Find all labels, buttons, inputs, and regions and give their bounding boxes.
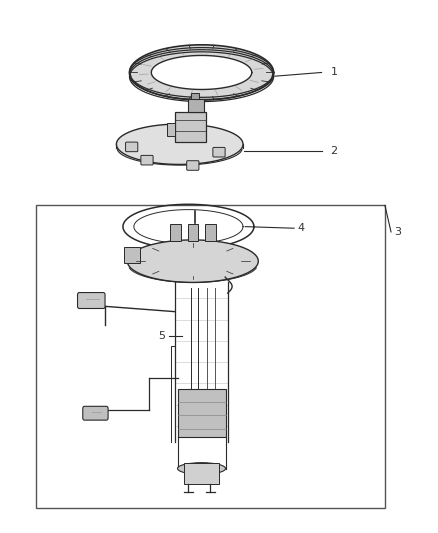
- Bar: [205, 224, 215, 241]
- FancyBboxPatch shape: [78, 293, 105, 309]
- Bar: [35, 205, 385, 508]
- FancyBboxPatch shape: [141, 156, 153, 165]
- Bar: [166, 123, 175, 136]
- FancyBboxPatch shape: [83, 406, 108, 420]
- Bar: [184, 463, 219, 484]
- FancyBboxPatch shape: [187, 161, 199, 170]
- Polygon shape: [117, 124, 243, 164]
- FancyBboxPatch shape: [126, 142, 138, 152]
- Text: 5: 5: [158, 330, 165, 341]
- Text: 2: 2: [330, 146, 337, 156]
- Bar: [170, 224, 180, 241]
- Text: 3: 3: [395, 227, 402, 237]
- Bar: [188, 99, 204, 112]
- Ellipse shape: [177, 463, 226, 474]
- Bar: [175, 112, 206, 142]
- Polygon shape: [127, 240, 258, 282]
- Bar: [191, 93, 199, 99]
- FancyBboxPatch shape: [213, 148, 225, 157]
- Polygon shape: [130, 45, 274, 100]
- Bar: [187, 224, 198, 241]
- Text: 4: 4: [297, 223, 305, 233]
- Bar: [177, 389, 226, 437]
- Text: 1: 1: [330, 68, 337, 77]
- Bar: [124, 247, 140, 263]
